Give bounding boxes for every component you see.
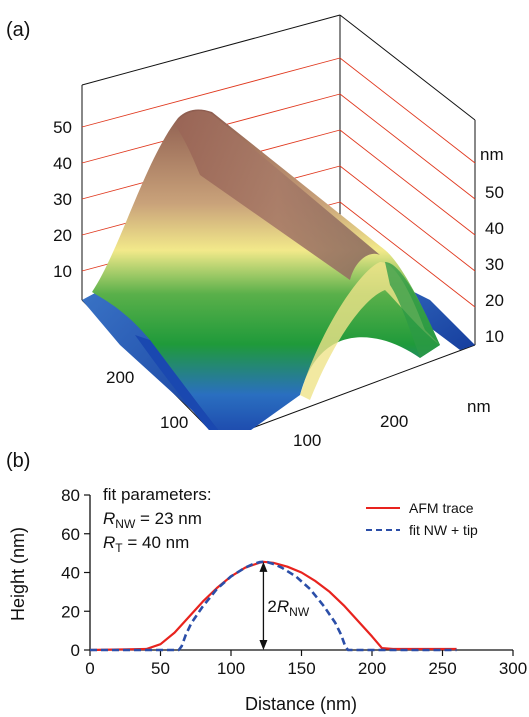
legend-label-fit: fit NW + tip: [409, 522, 478, 538]
x-tick-label: 150: [287, 659, 315, 678]
diameter-arrow-head-bottom: [259, 640, 268, 650]
z-tick-right-20: 20: [485, 291, 504, 310]
z-tick-right-30: 30: [485, 255, 504, 274]
panel-b-series: [89, 560, 457, 652]
z-tick-left-20: 20: [53, 226, 72, 245]
z-tick-left-10: 10: [53, 262, 72, 281]
z-tick-left-50: 50: [53, 118, 72, 137]
x-tick-label: 200: [358, 659, 386, 678]
legend: AFM trace fit NW + tip: [366, 500, 478, 538]
fit-parameters-heading: fit parameters:: [103, 485, 212, 504]
y-axis-title: Height (nm): [8, 527, 28, 621]
x-tick-label: 300: [499, 659, 527, 678]
z-tick-right-50: 50: [485, 183, 504, 202]
x-tick-label: 250: [428, 659, 456, 678]
z-tick-right-40: 40: [485, 219, 504, 238]
x-tick-100-3d: 100: [293, 431, 321, 450]
y-tick-200: 200: [106, 368, 134, 387]
z-unit-label: nm: [480, 145, 504, 164]
panel-a-z-ticks-left: 50 40 30 20 10: [53, 118, 72, 281]
panel-a-label: (a): [6, 19, 30, 41]
diameter-label: 2RNW: [267, 597, 309, 619]
x-unit-label: nm: [467, 397, 491, 416]
z-tick-left-30: 30: [53, 190, 72, 209]
fit-parameters-annotation: fit parameters: RNW = 23 nm RT = 40 nm: [103, 485, 212, 555]
z-tick-left-40: 40: [53, 154, 72, 173]
y-tick-label: 0: [71, 641, 80, 660]
fit-rt-line: RT = 40 nm: [103, 533, 189, 555]
y-tick-100: 100: [160, 413, 188, 430]
panel-a-surface: [82, 109, 475, 430]
panel-a-3d-afm-surface: (a) 50 40 30 20 10: [6, 14, 504, 430]
y-tick-label: 60: [61, 525, 80, 544]
panel-b-line-chart: 100 (b) 0 50 100 150 200 250 300 0 20 40 60 80 Dist…: [6, 431, 527, 714]
series-line-fit-nw-tip: [90, 560, 457, 652]
x-tick-label: 0: [85, 659, 94, 678]
x-axis-title: Distance (nm): [245, 694, 357, 714]
legend-label-afm: AFM trace: [409, 500, 474, 516]
y-tick-label: 80: [61, 486, 80, 505]
fit-rnw-line: RNW = 23 nm: [103, 509, 202, 531]
x-tick-label: 50: [151, 659, 170, 678]
panel-b-ticks: 0 50 100 150 200 250 300 0 20 40 60 80: [61, 486, 527, 678]
z-tick-right-10: 10: [485, 327, 504, 346]
x-tick-label: 100: [217, 659, 245, 678]
diameter-arrow-annotation: 2RNW: [259, 561, 310, 650]
panel-b-label: (b): [6, 450, 30, 472]
y-tick-label: 40: [61, 564, 80, 583]
y-tick-label: 20: [61, 602, 80, 621]
x-tick-200: 200: [380, 412, 408, 430]
diameter-arrow-head-top: [259, 561, 268, 572]
panel-a-z-ticks-right: nm 50 40 30 20 10: [480, 145, 504, 346]
